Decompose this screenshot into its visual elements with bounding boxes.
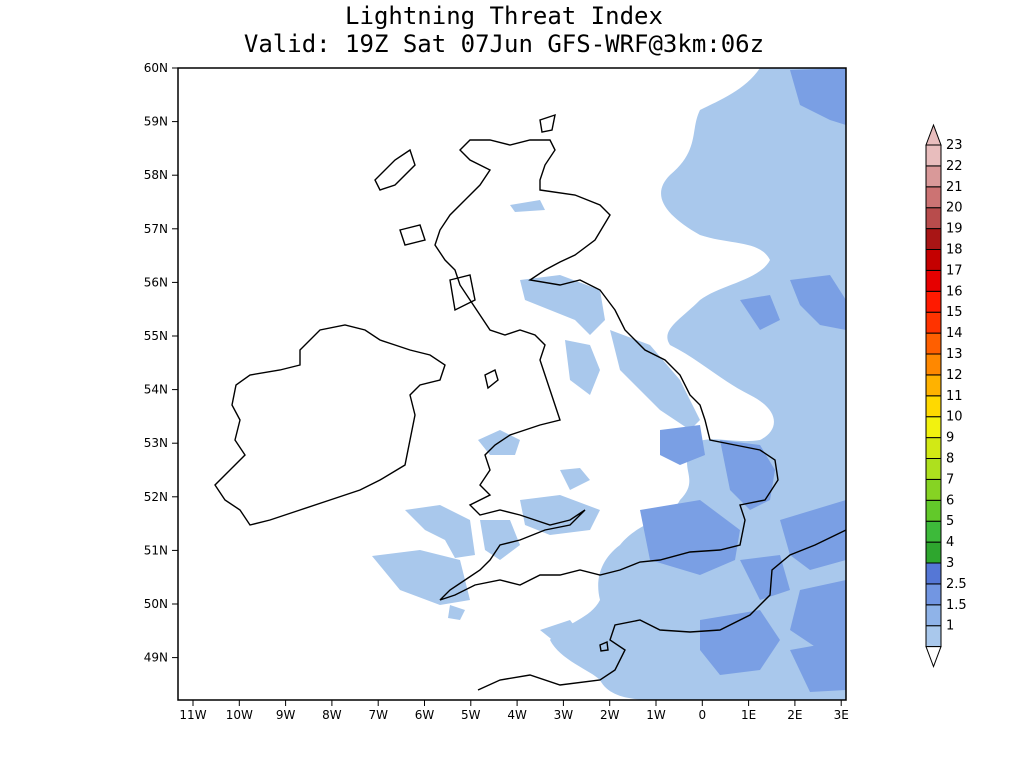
threat-shading-light [372, 68, 846, 700]
lat-tick-label: 52N [144, 490, 168, 504]
coast-great-britain [434, 139, 779, 601]
colorbar-swatch [925, 374, 942, 397]
colorbar-swatch [925, 562, 942, 585]
colorbar-label: 15 [946, 305, 963, 320]
lon-tick-label: 1E [741, 708, 756, 722]
lon-tick-label: 2E [787, 708, 802, 722]
lat-tick-label: 55N [144, 329, 168, 343]
colorbar-label: 18 [946, 243, 963, 258]
colorbar-swatch [925, 332, 942, 355]
lat-tick-label: 53N [144, 436, 168, 450]
colorbar-swatch [925, 604, 942, 627]
colorbar-label: 9 [946, 431, 954, 446]
colorbar-swatch [925, 499, 942, 522]
colorbar-swatch [925, 228, 942, 251]
lon-tick-label: 0 [698, 708, 706, 722]
colorbar-swatch [925, 541, 942, 564]
lon-tick-label: 11W [179, 708, 206, 722]
lon-tick-label: 3E [834, 708, 849, 722]
colorbar-swatch [925, 353, 942, 376]
lon-tick-label: 1W [646, 708, 666, 722]
colorbar-swatch [925, 395, 942, 418]
coastlines [214, 113, 847, 691]
colorbar-label: 20 [946, 201, 963, 216]
lon-tick-label: 9W [276, 708, 296, 722]
colorbar-label: 1.5 [946, 598, 967, 613]
colorbar-swatch [925, 290, 942, 313]
lon-tick-label: 7W [368, 708, 388, 722]
colorbar-swatch [925, 458, 942, 480]
colorbar-label: 11 [946, 389, 963, 404]
colorbar-label: 7 [946, 472, 954, 487]
lon-tick-label: 8W [322, 708, 342, 722]
colorbar-label: 19 [946, 222, 963, 237]
colorbar-label: 6 [946, 493, 954, 508]
lat-tick-label: 60N [144, 61, 168, 75]
lon-tick-label: 6W [415, 708, 435, 722]
colorbar-label: 2.5 [946, 577, 967, 592]
colorbar-swatch [925, 416, 942, 439]
colorbar-swatch [925, 207, 942, 230]
lon-tick-label: 5W [461, 708, 481, 722]
chart-subtitle: Valid: 19Z Sat 07Jun GFS-WRF@3km:06z [243, 30, 765, 58]
colorbar-swatch [925, 269, 942, 292]
colorbar-swatch [925, 625, 942, 648]
colorbar-swatch [925, 583, 942, 606]
colorbar-label: 5 [946, 514, 954, 529]
colorbar-max-arrow [925, 123, 942, 146]
lon-tick-label: 3W [554, 708, 574, 722]
lon-tick-label: 10W [226, 708, 253, 722]
chart-title: Lightning Threat Index [345, 2, 663, 30]
colorbar-swatch [925, 144, 942, 167]
colorbar-label: 1 [946, 619, 954, 634]
lat-tick-label: 51N [144, 543, 168, 557]
colorbar-swatch [925, 520, 942, 543]
lat-tick-label: 58N [144, 168, 168, 182]
colorbar-min-arrow [925, 646, 942, 669]
colorbar-label: 4 [946, 535, 954, 550]
coast-france [477, 529, 847, 691]
colorbar-swatch [925, 311, 942, 334]
colorbar-label: 16 [946, 284, 963, 299]
colorbar-label: 23 [946, 138, 963, 153]
lat-tick-label: 56N [144, 275, 168, 289]
lat-tick-label: 57N [144, 222, 168, 236]
colorbar-label: 22 [946, 159, 963, 174]
longitude-axis: 11W 10W 9W 8W 7W 6W 5W 4W 3W 2W 1W 0 1E 2E 3E [179, 700, 849, 722]
lat-tick-label: 54N [144, 383, 168, 397]
colorbar-label: 12 [946, 368, 963, 383]
colorbar-label: 17 [946, 263, 963, 278]
colorbar-swatch [925, 165, 942, 188]
lat-tick-label: 49N [144, 651, 168, 665]
colorbar-label: 13 [946, 347, 963, 362]
latitude-axis: 60N 59N 58N 57N 56N 55N 54N 53N 52N 51N 50N 49N [144, 61, 178, 665]
colorbar-swatch [925, 437, 942, 460]
lon-tick-label: 4W [507, 708, 527, 722]
colorbar-label: 14 [946, 326, 963, 341]
colorbar-label: 3 [946, 556, 954, 571]
lat-tick-label: 59N [144, 115, 168, 129]
colorbar-swatch [925, 249, 942, 271]
lon-tick-label: 2W [600, 708, 620, 722]
lat-tick-label: 50N [144, 597, 168, 611]
colorbar-swatch [925, 186, 942, 209]
colorbar: 1 1.5 2.5 3 4 5 6 7 8 9 10 11 12 13 14 15 16 17 18 19 20 21 22… [925, 123, 967, 669]
colorbar-label: 21 [946, 180, 963, 195]
coast-ireland [214, 324, 446, 526]
colorbar-swatch [925, 478, 942, 501]
colorbar-label: 10 [946, 410, 963, 425]
colorbar-label: 8 [946, 452, 954, 467]
map-frame [177, 67, 847, 701]
